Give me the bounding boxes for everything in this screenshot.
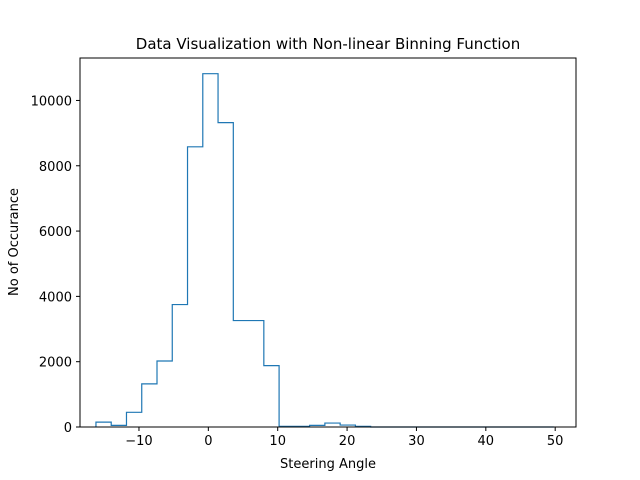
y-tick-label: 8000: [39, 160, 72, 175]
plot-frame: [79, 57, 577, 428]
chart-title: Data Visualization with Non-linear Binni…: [136, 35, 520, 53]
x-tick-label: 10: [269, 434, 286, 449]
y-tick-label: 4000: [39, 290, 72, 305]
y-tick-label: 6000: [39, 225, 72, 240]
y-axis-label: No of Occurance: [7, 188, 22, 296]
x-tick-label: 40: [478, 434, 495, 449]
x-tick-label: 50: [547, 434, 564, 449]
x-tick-label: −10: [125, 434, 152, 449]
x-tick-label: 20: [339, 434, 356, 449]
plot-area: [79, 57, 577, 428]
x-tick-label: 30: [408, 434, 425, 449]
x-tick-label: 0: [204, 434, 212, 449]
y-axis: 0 2000 4000 6000 8000 10000: [31, 94, 80, 436]
x-axis-label: Steering Angle: [280, 457, 376, 472]
y-tick-label: 10000: [31, 94, 72, 109]
x-axis: −10 0 10 20 30 40 50: [125, 427, 563, 449]
y-tick-label: 2000: [39, 356, 72, 371]
y-tick-label: 0: [64, 421, 72, 436]
